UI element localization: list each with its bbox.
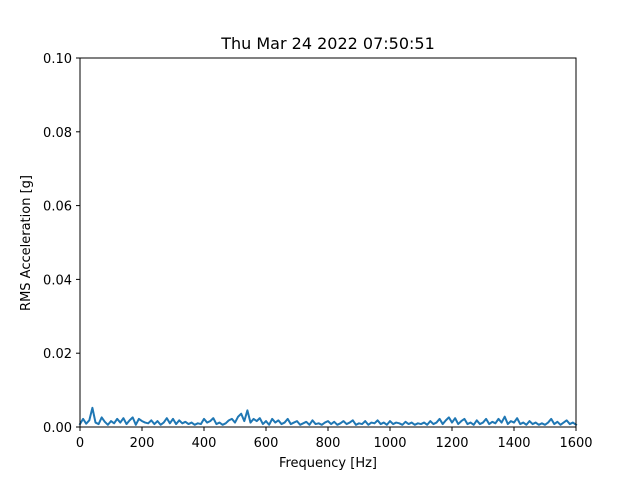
y-tick-label: 0.02 (43, 347, 72, 362)
x-tick-label: 600 (254, 436, 279, 451)
series-line-1 (78, 406, 578, 427)
y-tick-label: 0.08 (43, 126, 72, 141)
x-tick-label: 400 (192, 436, 217, 451)
x-tick-label: 1200 (435, 436, 468, 451)
x-tick-label: 800 (316, 436, 341, 451)
x-axis-label: Frequency [Hz] (279, 456, 377, 471)
x-tick-label: 1400 (497, 436, 530, 451)
x-tick-label: 200 (130, 436, 155, 451)
plot-area: 0 200 400 600 800 1000 1200 1400 1600 0.00 0.02 0.0… (43, 52, 593, 451)
chart-title: Thu Mar 24 2022 07:50:51 (220, 34, 435, 53)
y-tick-label: 0.06 (43, 200, 72, 215)
x-tick-label: 0 (76, 436, 84, 451)
y-tick-label: 0.10 (43, 52, 72, 67)
y-tick-label: 0.00 (43, 421, 72, 436)
y-tick-label: 0.04 (43, 273, 72, 288)
x-tick-label: 1600 (559, 436, 592, 451)
x-tick-label: 1000 (373, 436, 406, 451)
y-axis-label: RMS Acceleration [g] (19, 175, 34, 311)
